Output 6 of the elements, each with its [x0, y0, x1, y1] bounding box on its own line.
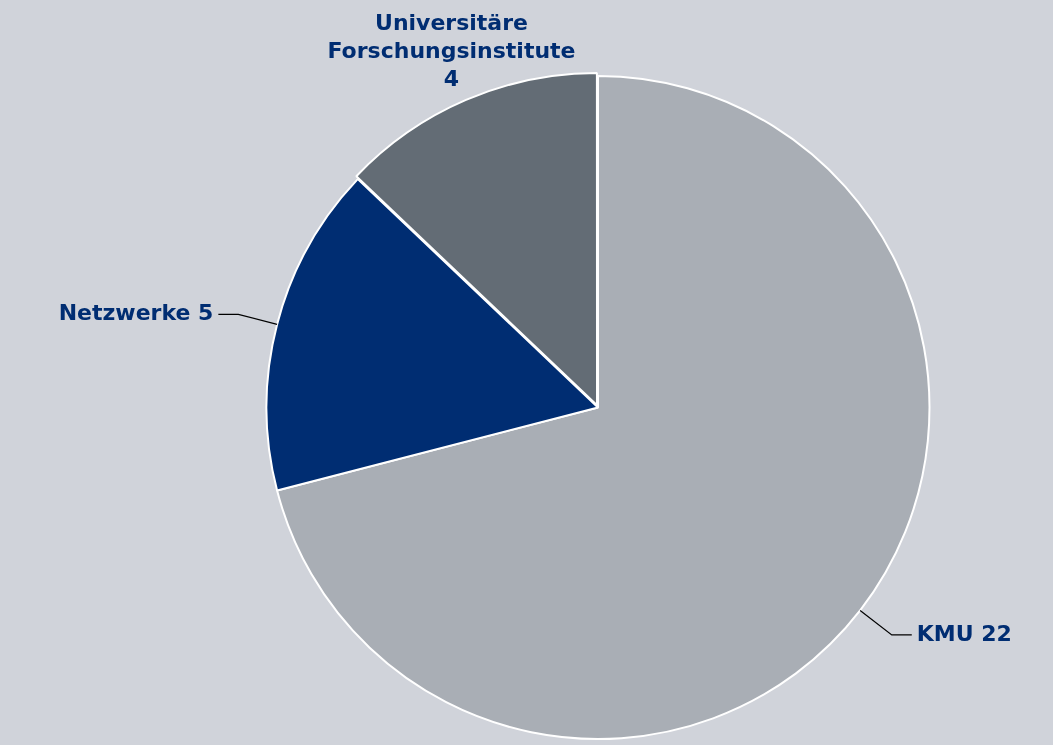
slice-label: Universitäre Forschungsinstitute [327, 10, 576, 63]
data-label: 4 [443, 66, 460, 91]
slice-label: KMU [916, 620, 982, 646]
data-label: 5 [198, 300, 214, 326]
slice-label: Netzwerke [58, 300, 199, 326]
data-label: 22 [981, 620, 1012, 646]
